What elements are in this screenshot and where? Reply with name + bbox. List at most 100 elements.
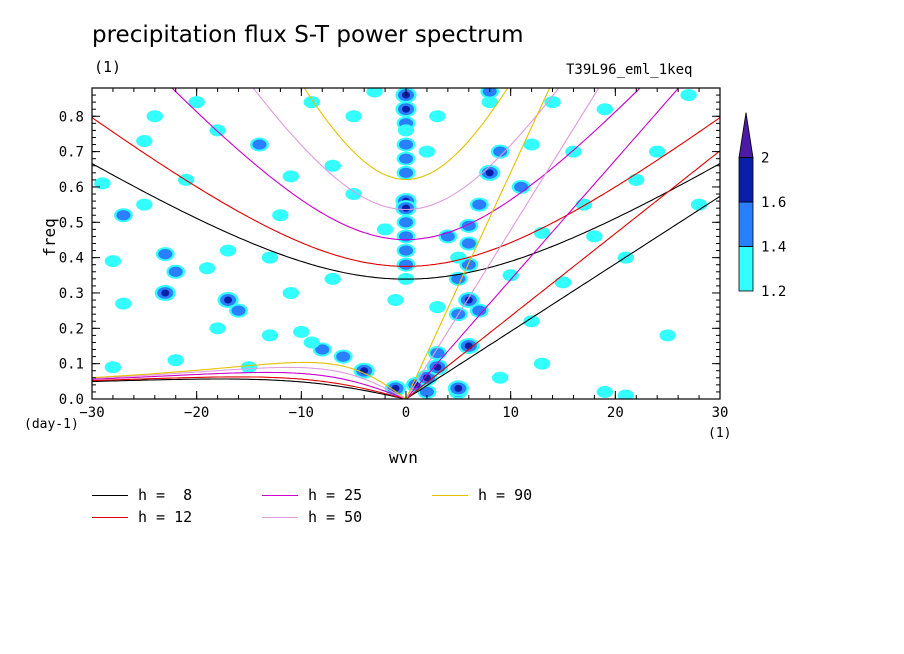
y-tick-label: 0.6 [59, 180, 84, 196]
kelvin-curve-h25 [405, 88, 680, 399]
shade-patch [628, 173, 645, 186]
shade-patch-mid [451, 273, 466, 284]
shade-patch [492, 371, 509, 384]
legend-swatch [92, 494, 128, 496]
shade-patch-high [161, 289, 170, 297]
x-tick-label: −20 [184, 405, 209, 421]
legend-label: h = 12 [138, 508, 193, 526]
rossby-curve-h8 [92, 378, 407, 399]
x-tick-label: −10 [289, 405, 314, 421]
shade-patch [324, 272, 341, 285]
colorbar-label: 1.6 [761, 195, 786, 211]
y-axis-units: (day-1) [24, 417, 79, 432]
shade-patch [240, 361, 258, 374]
shade-patch-mid [430, 347, 445, 359]
colorbar-segment [738, 157, 754, 203]
colorbar-extend-arrow [738, 112, 754, 158]
legend-item: h = 8 [92, 486, 192, 504]
shade-patch-mid [493, 146, 508, 157]
legend-label: h = 8 [138, 486, 193, 504]
dispersion-curves [92, 88, 720, 399]
shade-patch [429, 110, 446, 123]
shade-patch-mid [399, 245, 413, 256]
shade-patch [282, 286, 300, 299]
legend-item: h = 50 [262, 508, 362, 526]
shade-patch [303, 336, 320, 349]
shade-patch [303, 96, 320, 109]
legend-item: h = 25 [262, 486, 362, 504]
shade-patch [261, 329, 279, 342]
shade-patch [366, 88, 383, 98]
shade-patch [523, 315, 540, 328]
shade-patch [387, 294, 404, 307]
shade-patch-mid [399, 153, 413, 164]
shade-patch-mid [399, 217, 413, 228]
gravity-curve-h25 [171, 88, 641, 241]
shade-patch [94, 177, 111, 190]
x-tick-label: 10 [502, 405, 519, 421]
shade-patch-high [464, 342, 473, 350]
legend-swatch [262, 494, 298, 496]
shade-patch-mid [399, 167, 413, 178]
y-tick-label: 0.3 [59, 286, 84, 302]
shade-patch [376, 223, 394, 236]
shade-patch [261, 251, 279, 264]
colorbar-segment [738, 246, 754, 292]
shade-patch [345, 188, 362, 201]
shade-patch-high [412, 381, 421, 389]
shade-patch [690, 198, 708, 211]
shade-patch [209, 322, 226, 335]
shade-patch [481, 96, 498, 109]
shade-patch-mid [472, 305, 487, 316]
shade-patch [188, 96, 205, 109]
shade-patch-mid [336, 351, 351, 362]
shade-patch [617, 389, 634, 399]
shade-patch-mid [252, 139, 267, 150]
shade-patch-mid [399, 259, 413, 270]
shade-patch-mid [461, 220, 476, 231]
shade-patch [219, 244, 237, 257]
shade-patch [586, 230, 603, 243]
shade-patch [136, 135, 153, 148]
chart-title: precipitation flux S-T power spectrum [92, 22, 524, 48]
shade-patch-high [485, 169, 494, 177]
shade-patch [533, 357, 551, 370]
rossby-curve-h12 [92, 376, 407, 399]
shade-patch-high [224, 296, 233, 304]
y-tick-label: 0.4 [59, 251, 84, 267]
kelvin-curve-h8 [405, 195, 720, 399]
x-tick-label: 0 [402, 405, 410, 421]
shade-patch-high [391, 384, 400, 392]
shade-patch [345, 110, 362, 123]
shade-patch [523, 138, 540, 151]
legend-label: h = 25 [308, 486, 363, 504]
colorbar-label: 1.2 [761, 284, 786, 300]
rossby-curve-h50 [92, 366, 407, 399]
shade-patch-mid [399, 139, 413, 150]
shade-patch-mid [231, 305, 246, 316]
shade-patch [429, 301, 446, 314]
y-tick-label: 0.5 [59, 215, 84, 231]
x-axis-units: (1) [708, 426, 732, 441]
shade-patch-high [454, 384, 463, 392]
x-tick-label: 30 [712, 405, 729, 421]
shade-patch-mid [168, 266, 183, 277]
x-tick-label: 20 [607, 405, 624, 421]
shade-patch-mid [461, 259, 476, 270]
shade-patch [167, 354, 184, 367]
legend-label: h = 90 [478, 486, 533, 504]
shade-patch [293, 325, 310, 338]
legend-label: h = 50 [308, 508, 363, 526]
legend-item: h = 12 [92, 508, 192, 526]
shade-patch-mid [514, 181, 529, 193]
kelvin-curve-h90 [405, 88, 551, 399]
x-axis-label: wvn [389, 448, 418, 467]
shade-patch [659, 329, 676, 342]
gravity-curve-h50 [252, 88, 560, 211]
kelvin-curve-h50 [405, 88, 600, 399]
colorbar-segment [738, 201, 754, 247]
shade-patch-mid [399, 231, 413, 242]
shade-patch [565, 145, 582, 158]
rossby-curve-h90 [92, 361, 407, 399]
